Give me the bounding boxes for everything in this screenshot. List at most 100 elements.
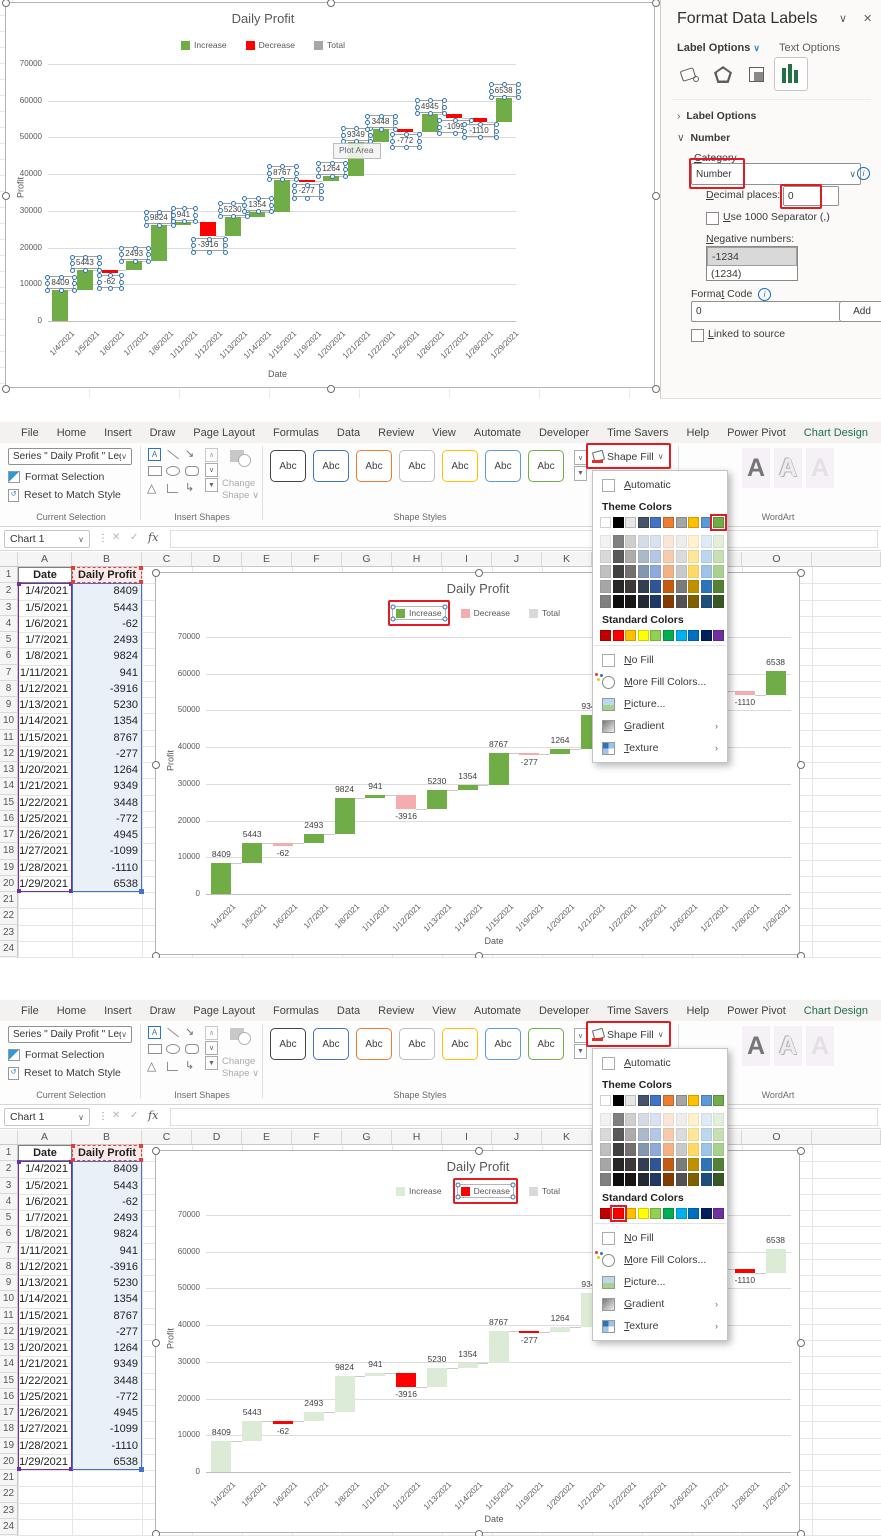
- color-swatch-C55A11[interactable]: [662, 1158, 674, 1171]
- triangle-shape-icon[interactable]: △: [147, 481, 157, 495]
- shape-style-preview-3[interactable]: Abc: [356, 1028, 392, 1060]
- label-selection-handle[interactable]: [515, 95, 521, 101]
- change-shape-button-label2[interactable]: Shape ∨: [222, 490, 260, 501]
- color-swatch-A6A6A6[interactable]: [600, 580, 611, 593]
- label-selection-handle[interactable]: [417, 138, 423, 144]
- wordart-style-1[interactable]: A: [742, 448, 770, 488]
- chart-legend[interactable]: Increase Decrease Total: [393, 1178, 563, 1204]
- shape-style-preview-2[interactable]: Abc: [313, 1028, 349, 1060]
- chart-resize-handle[interactable]: [152, 569, 160, 577]
- color-swatch-AEABAB[interactable]: [625, 550, 637, 563]
- cell-A11[interactable]: 1/15/2021: [19, 1309, 68, 1322]
- cell-B5[interactable]: 2493: [72, 1210, 142, 1227]
- format-selection-button[interactable]: Format Selection: [8, 469, 132, 485]
- color-swatch-2E75B6[interactable]: [700, 1158, 712, 1171]
- waterfall-bar-1-22-2021[interactable]: [372, 129, 389, 142]
- color-swatch-808080[interactable]: [612, 1113, 624, 1126]
- reset-to-match-style-button[interactable]: ↺ Reset to Match Style: [8, 1065, 148, 1081]
- legend-item-total[interactable]: Total: [311, 39, 348, 51]
- cell-B19[interactable]: -1110: [72, 1437, 142, 1454]
- column-header-B[interactable]: B: [72, 552, 142, 567]
- section-number[interactable]: ∨ Number: [677, 132, 731, 144]
- label-selection-handle[interactable]: [365, 120, 371, 126]
- label-selection-handle[interactable]: [379, 113, 385, 119]
- row-header-5[interactable]: 5: [0, 1210, 18, 1227]
- label-selection-handle[interactable]: [452, 118, 458, 124]
- color-swatch-808080[interactable]: [600, 1173, 611, 1186]
- shape-style-preview-2[interactable]: Abc: [313, 450, 349, 482]
- color-swatch-3A3838[interactable]: [625, 1158, 637, 1171]
- ribbon-tab-formulas[interactable]: Formulas: [273, 1004, 319, 1017]
- label-selection-handle[interactable]: [343, 173, 349, 179]
- cell-B3[interactable]: 5443: [72, 599, 142, 616]
- rectangle-shape-icon[interactable]: [148, 466, 162, 476]
- label-selection-handle[interactable]: [119, 279, 125, 285]
- row-header-11[interactable]: 11: [0, 1307, 18, 1324]
- cell-A9[interactable]: 1/13/2021: [19, 699, 68, 712]
- label-selection-handle[interactable]: [502, 82, 508, 88]
- cell-A14[interactable]: 1/21/2021: [19, 780, 68, 793]
- cell-A14[interactable]: 1/21/2021: [19, 1358, 68, 1371]
- color-swatch-70AD47[interactable]: [713, 1095, 725, 1106]
- label-selection-handle[interactable]: [403, 145, 409, 151]
- column-header-J[interactable]: J: [492, 552, 542, 567]
- column-header-K[interactable]: K: [542, 1130, 592, 1145]
- chart-resize-handle[interactable]: [152, 1530, 160, 1536]
- color-swatch-92D050[interactable]: [650, 630, 662, 641]
- color-swatch-7030A0[interactable]: [713, 630, 725, 641]
- legend-item-total[interactable]: Total: [526, 607, 563, 619]
- data-label--772[interactable]: -772: [390, 132, 423, 151]
- color-swatch-000000[interactable]: [612, 517, 624, 528]
- legend-item-decrease[interactable]: Decrease: [452, 1178, 519, 1204]
- menu-item-picture[interactable]: Picture...: [593, 693, 727, 715]
- label-selection-handle[interactable]: [242, 196, 248, 202]
- color-swatch-525252[interactable]: [675, 595, 687, 608]
- row-header-10[interactable]: 10: [0, 713, 18, 730]
- waterfall-bar-1-15-2021[interactable]: [274, 179, 290, 212]
- label-selection-handle[interactable]: [515, 82, 521, 88]
- label-selection-handle[interactable]: [157, 222, 163, 228]
- shape-style-preview-7[interactable]: Abc: [528, 1028, 564, 1060]
- change-shape-button-label1[interactable]: Change: [222, 478, 256, 489]
- color-swatch-8497B0[interactable]: [637, 1143, 649, 1156]
- menu-item-texture[interactable]: Texture ›: [593, 1315, 727, 1337]
- data-label--3916[interactable]: -3916: [190, 236, 228, 255]
- row-header-15[interactable]: 15: [0, 1372, 18, 1389]
- menu-item-automatic[interactable]: Automatic: [593, 1052, 727, 1074]
- cell-A2[interactable]: 1/4/2021: [25, 1163, 68, 1176]
- color-swatch-161616[interactable]: [625, 595, 637, 608]
- color-swatch-D6DCE5[interactable]: [637, 1113, 649, 1126]
- chart-resize-handle[interactable]: [2, 385, 10, 393]
- waterfall-bar-1-29-2021[interactable]: [495, 97, 512, 122]
- menu-item-texture[interactable]: Texture ›: [593, 737, 727, 759]
- color-swatch-4472C4[interactable]: [650, 1095, 662, 1106]
- color-swatch-DEEBF7[interactable]: [700, 535, 712, 548]
- label-selection-handle[interactable]: [392, 113, 398, 119]
- color-swatch-DBDBDB[interactable]: [675, 1128, 687, 1141]
- waterfall-bar-1-7-2021[interactable]: [303, 1412, 324, 1422]
- cell-B16[interactable]: -772: [72, 1388, 142, 1405]
- ribbon-tab-power-pivot[interactable]: Power Pivot: [727, 1004, 786, 1017]
- selection-handle[interactable]: [442, 604, 448, 610]
- fill-line-icon[interactable]: [677, 62, 703, 88]
- label-selection-handle[interactable]: [45, 281, 51, 287]
- tab-label-options[interactable]: Label Options ∨: [677, 42, 760, 54]
- column-header-F[interactable]: F: [292, 1130, 342, 1145]
- ribbon-tab-power-pivot[interactable]: Power Pivot: [727, 426, 786, 439]
- row-header-6[interactable]: 6: [0, 648, 18, 665]
- cell-B8[interactable]: -3916: [72, 1258, 142, 1275]
- elbow-shape-icon[interactable]: [167, 484, 178, 493]
- waterfall-bar-1-6-2021[interactable]: [272, 843, 293, 846]
- cell-A6[interactable]: 1/8/2021: [25, 650, 68, 663]
- thousand-separator-checkbox[interactable]: [706, 212, 719, 225]
- color-swatch-FFFF00[interactable]: [637, 1208, 649, 1219]
- tab-text-options[interactable]: Text Options: [779, 42, 841, 54]
- waterfall-bar-1-14-2021[interactable]: [457, 784, 478, 790]
- cell-B1[interactable]: Daily Profit: [72, 567, 142, 584]
- chart-resize-handle[interactable]: [2, 0, 10, 7]
- label-selection-handle[interactable]: [96, 279, 102, 285]
- cell-B10[interactable]: 1354: [72, 1291, 142, 1308]
- cell-B13[interactable]: 1264: [72, 1340, 142, 1357]
- waterfall-bar-1-28-2021[interactable]: [734, 1268, 755, 1273]
- chart-resize-handle[interactable]: [652, 192, 660, 200]
